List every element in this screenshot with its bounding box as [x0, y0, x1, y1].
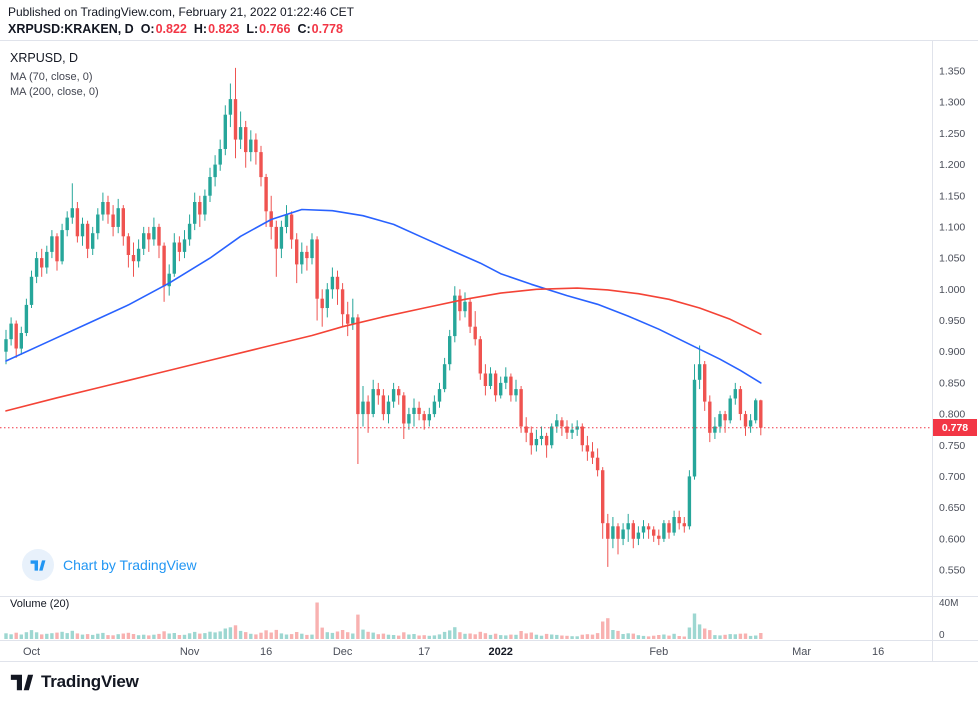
svg-text:1.150: 1.150: [939, 190, 965, 202]
last-price-badge: 0.778: [933, 419, 977, 437]
chart-area: 1.350 1.300 1.250 1.200 1.150 1.100 1.050 1.000…: [0, 40, 978, 662]
tradingview-watermark[interactable]: Chart by TradingView: [22, 549, 197, 581]
svg-text:Nov: Nov: [180, 646, 200, 658]
ma70-line: [5, 208, 762, 384]
ohlc-label: C:: [297, 22, 311, 36]
ohlc-value: 0.823: [208, 22, 240, 36]
svg-text:0.950: 0.950: [939, 315, 965, 327]
svg-text:0.800: 0.800: [939, 409, 965, 421]
tradingview-logo-icon: [10, 673, 34, 692]
price-axis-labels: 1.350 1.300 1.250 1.200 1.150 1.100 1.050 1.000…: [939, 66, 965, 577]
chart-legend: XRPUSD, D MA (70, close, 0) MA (200, clo…: [10, 51, 99, 100]
price-volume-chart: 1.350 1.300 1.250 1.200 1.150 1.100 1.050 1.000…: [0, 40, 978, 662]
ohlc-label: H:: [193, 22, 208, 36]
ohlc-values: O:0.822 H:0.823 L:0.766 C:0.778: [134, 22, 343, 36]
watermark-text: Chart by TradingView: [63, 557, 197, 573]
svg-text:17: 17: [418, 646, 430, 658]
svg-text:16: 16: [872, 646, 884, 658]
svg-text:1.350: 1.350: [939, 66, 965, 78]
svg-text:1.200: 1.200: [939, 159, 965, 171]
legend-ma200: MA (200, close, 0): [10, 86, 99, 98]
svg-text:0.850: 0.850: [939, 377, 965, 389]
symbol-ohlc-line: XRPUSD:KRAKEN, D O:0.822 H:0.823 L:0.766 C:0…: [8, 22, 978, 36]
svg-text:Feb: Feb: [649, 646, 668, 658]
volume-indicator-label: Volume (20): [10, 598, 70, 610]
published-line: Published on TradingView.com, February 2…: [8, 5, 354, 19]
svg-text:1.100: 1.100: [939, 221, 965, 233]
svg-text:0.600: 0.600: [939, 533, 965, 545]
svg-text:0: 0: [939, 630, 945, 641]
svg-text:2022: 2022: [488, 646, 512, 658]
legend-ma70: MA (70, close, 0): [10, 71, 93, 83]
svg-text:1.300: 1.300: [939, 97, 965, 109]
ohlc-label: O:: [140, 22, 155, 36]
legend-symbol: XRPUSD, D: [10, 51, 79, 65]
tradingview-brand-link[interactable]: TradingView: [10, 672, 139, 692]
ma200-line: [5, 287, 762, 412]
svg-text:40M: 40M: [939, 598, 958, 609]
volume-axis-labels: 40M 0: [939, 598, 958, 641]
pane-separators: [0, 40, 978, 662]
svg-text:0.750: 0.750: [939, 440, 965, 452]
time-axis-labels: Oct Nov 16 Dec 17 2022 Feb Mar 16: [23, 646, 884, 658]
svg-text:1.250: 1.250: [939, 128, 965, 140]
svg-text:Oct: Oct: [23, 646, 40, 658]
svg-text:1.000: 1.000: [939, 284, 965, 296]
chart-canvas: 1.350 1.300 1.250 1.200 1.150 1.100 1.050 1.000…: [0, 40, 978, 662]
volume-bars-layer: [4, 602, 763, 639]
svg-text:0.900: 0.900: [939, 346, 965, 358]
tradingview-logo-icon: [22, 549, 54, 581]
ohlc-label: L:: [246, 22, 259, 36]
ohlc-value: 0.778: [311, 22, 343, 36]
tradingview-wordmark: TradingView: [41, 672, 139, 691]
ohlc-value: 0.766: [259, 22, 291, 36]
publish-header: Published on TradingView.com, February 2…: [0, 0, 978, 40]
page-footer: TradingView: [0, 662, 978, 702]
svg-text:0.550: 0.550: [939, 565, 965, 577]
ohlc-value: 0.822: [155, 22, 187, 36]
svg-text:0.700: 0.700: [939, 471, 965, 483]
svg-text:Mar: Mar: [792, 646, 811, 658]
svg-text:16: 16: [260, 646, 272, 658]
svg-text:1.050: 1.050: [939, 253, 965, 265]
candles-layer: [4, 67, 763, 567]
symbol-title: XRPUSD:KRAKEN, D: [8, 22, 134, 36]
svg-text:Dec: Dec: [333, 646, 353, 658]
svg-text:0.650: 0.650: [939, 502, 965, 514]
